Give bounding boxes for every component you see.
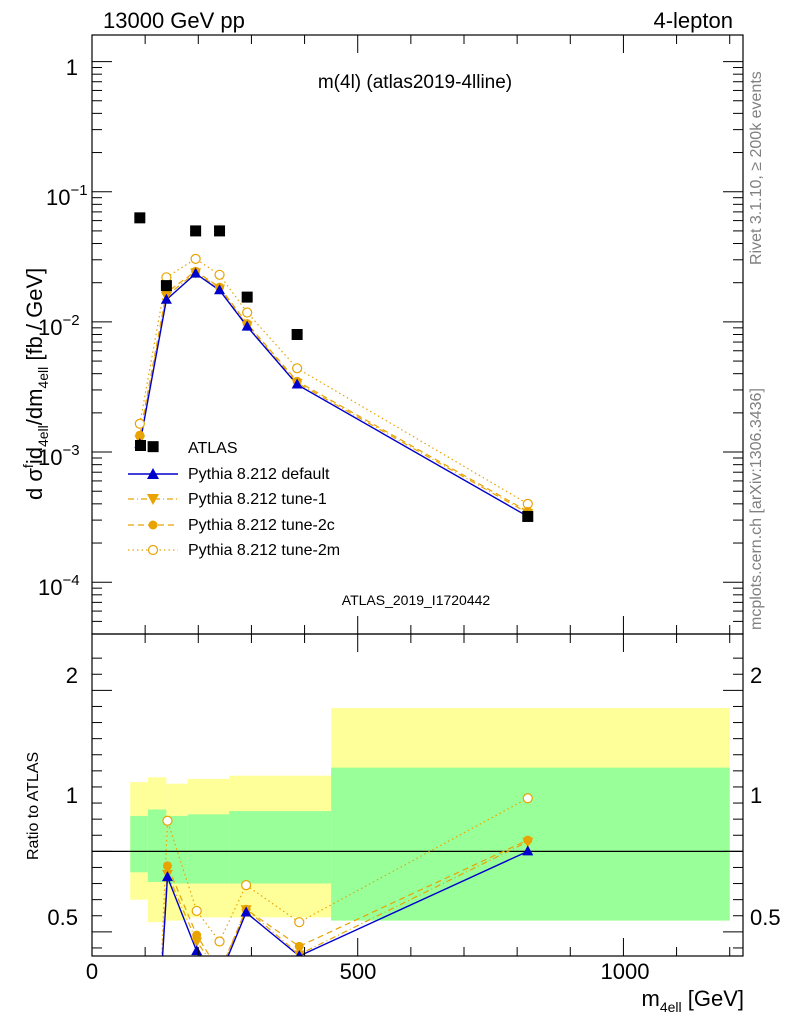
- ratio-y-tick-label-1-left: 1: [66, 783, 78, 808]
- ratio-panel: Ratio to ATLAS 2 1 0.5 2 1 0.5 0 500 100…: [25, 633, 781, 1015]
- header-right-label: 4-lepton: [653, 8, 733, 33]
- main-point-pythia-8-212-tune-2m: [292, 363, 303, 374]
- legend-label-atlas: ATLAS: [188, 440, 238, 457]
- legend-entry-atlas: ATLAS: [135, 440, 238, 457]
- ratio-point-pythia-8-212-tune-2m: [241, 880, 252, 891]
- legend-label-tune-2c: Pythia 8.212 tune-2c: [188, 517, 335, 534]
- header-left-label: 13000 GeV pp: [103, 8, 245, 33]
- main-panel: m(4l) (atlas2019-4lline) ATLAS_2019_I172…: [20, 34, 744, 635]
- ratio-point-pythia-8-212-tune-1: [191, 937, 203, 948]
- legend-entry-tune-2c: Pythia 8.212 tune-2c: [128, 517, 335, 534]
- ratio-point-pythia-8-212-tune-2m: [522, 793, 533, 804]
- atlas-data-point: [291, 329, 303, 340]
- main-point-pythia-8-212-tune-2m: [214, 269, 225, 280]
- ratio-point-pythia-8-212-tune-2m: [162, 815, 173, 826]
- ratio-point-pythia-8-212-default: [240, 906, 252, 917]
- atlas-data-point: [522, 510, 534, 522]
- ratio-green-band: [130, 815, 148, 873]
- atlas-data-point: [134, 212, 146, 224]
- legend-label-default: Pythia 8.212 default: [188, 466, 330, 483]
- ratio-point-pythia-8-212-default: [522, 845, 534, 856]
- legend-entry-tune-2m: Pythia 8.212 tune-2m: [128, 542, 340, 559]
- ratio-y-tick-label-2-left: 2: [66, 663, 78, 688]
- mcplots-reference-label: mcplots.cern.ch [arXiv:1306.3436]: [748, 388, 765, 630]
- atlas-data-point: [241, 291, 253, 303]
- main-point-pythia-8-212-tune-2m: [242, 307, 253, 318]
- x-tick-label-500: 500: [340, 959, 377, 984]
- ratio-series-group: [160, 793, 534, 956]
- legend-marker-atlas: [135, 440, 146, 451]
- ratio-y-tick-label-1-right: 1: [750, 783, 762, 808]
- atlas-data-point: [214, 225, 226, 237]
- y-tick-label-1e-4: 10−4: [38, 572, 80, 600]
- ratio-point-pythia-8-212-tune-2m: [214, 936, 225, 947]
- ratio-y-tick-label-05-left: 0.5: [47, 905, 78, 930]
- ratio-green-band: [331, 767, 730, 921]
- legend-marker-default: [147, 468, 159, 479]
- legend-marker-tune-1: [147, 494, 159, 505]
- main-point-pythia-8-212-tune-2m: [134, 418, 145, 429]
- ratio-tick-marks: [91, 634, 743, 956]
- legend-entry-tune-1: Pythia 8.212 tune-1: [128, 491, 327, 508]
- ratio-series-clipped: [160, 793, 534, 956]
- main-point-pythia-8-212-default: [190, 267, 202, 278]
- main-point-pythia-8-212-default: [160, 293, 172, 304]
- y-tick-label-1e-2: 10−2: [38, 312, 80, 340]
- ratio-y-tick-label-05-right: 0.5: [750, 905, 781, 930]
- ratio-y-tick-label-2-right: 2: [750, 663, 762, 688]
- atlas-data-point: [147, 441, 159, 453]
- x-tick-label-1000: 1000: [601, 959, 650, 984]
- ratio-point-pythia-8-212-default: [191, 945, 203, 956]
- main-point-pythia-8-212-tune-2m: [190, 253, 201, 264]
- main-y-axis-title: d σfid4ell/dm4ell [fb / GeV]: [20, 268, 51, 500]
- main-point-pythia-8-212-default: [214, 284, 226, 295]
- ratio-point-pythia-8-212-tune-2m: [191, 905, 202, 917]
- analysis-watermark: ATLAS_2019_I1720442: [342, 592, 491, 608]
- main-plot-title: m(4l) (atlas2019-4lline): [318, 72, 512, 93]
- legend-label-tune-1: Pythia 8.212 tune-1: [188, 491, 327, 508]
- y-tick-label-1e-1: 10−1: [46, 182, 88, 210]
- main-point-pythia-8-212-default: [291, 378, 303, 389]
- y-tick-label-1e-3: 10−3: [38, 442, 80, 470]
- ratio-uncertainty-bands: [92, 708, 743, 923]
- x-axis-title: m4ell [GeV]: [642, 986, 744, 1015]
- ratio-point-pythia-8-212-tune-1: [522, 837, 534, 848]
- legend-marker-tune-2c: [148, 520, 158, 530]
- legend: ATLAS Pythia 8.212 default Pythia 8.212 …: [128, 440, 340, 559]
- ratio-point-pythia-8-212-default: [295, 950, 303, 956]
- ratio-point-pythia-8-212-tune-2c: [162, 861, 172, 871]
- legend-marker-tune-2m: [147, 544, 159, 556]
- ratio-point-pythia-8-212-tune-2m: [294, 917, 305, 928]
- ratio-green-band: [187, 814, 230, 884]
- ratio-green-band: [229, 811, 332, 884]
- legend-label-tune-2m: Pythia 8.212 tune-2m: [188, 542, 340, 559]
- main-point-pythia-8-212-default: [241, 320, 253, 331]
- atlas-data-point: [160, 280, 172, 292]
- main-tick-marks: [91, 35, 743, 635]
- legend-entry-default: Pythia 8.212 default: [128, 466, 330, 483]
- y-tick-label-1: 1: [66, 55, 78, 80]
- atlas-data-point: [190, 225, 202, 237]
- ratio-panel-frame: [91, 633, 744, 957]
- ratio-green-band: [147, 809, 167, 882]
- rivet-version-label: Rivet 3.1.10, ≥ 200k events: [748, 71, 765, 265]
- ratio-point-pythia-8-212-tune-2c: [294, 941, 304, 951]
- ratio-y-axis-title: Ratio to ATLAS: [25, 752, 42, 860]
- x-tick-label-0: 0: [86, 959, 98, 984]
- ratio-point-pythia-8-212-tune-2c: [192, 930, 202, 940]
- ratio-point-pythia-8-212-default: [161, 871, 173, 882]
